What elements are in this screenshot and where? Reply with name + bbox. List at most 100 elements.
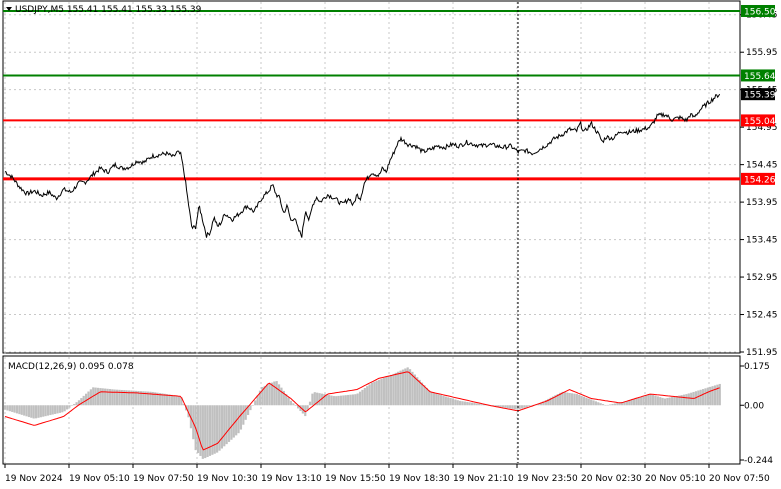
macd-bar — [297, 405, 300, 409]
macd-bar — [308, 401, 312, 406]
macd-bar — [666, 398, 669, 406]
macd-bar — [494, 405, 497, 407]
macd-bar — [413, 374, 416, 406]
macd-bar — [687, 393, 690, 406]
price-tag-bg — [741, 69, 775, 82]
x-tick-label: 20 Nov 07:50 — [709, 474, 770, 484]
macd-bar — [713, 385, 717, 406]
macd-bar — [609, 404, 612, 406]
macd-bar — [563, 392, 567, 406]
macd-bar — [556, 394, 559, 406]
y-tick-label: 153.95 — [746, 198, 778, 208]
price-tag-label: 156.50 — [744, 7, 776, 17]
macd-bar — [46, 405, 50, 416]
macd-bar — [351, 394, 355, 406]
macd-bar — [516, 405, 519, 410]
macd-bar — [149, 391, 152, 406]
macd-bar — [594, 401, 597, 406]
macd-bar — [8, 405, 11, 412]
collapse-triangle-icon[interactable] — [6, 7, 12, 11]
macd-bar — [461, 401, 464, 406]
macd-bar — [647, 394, 650, 406]
macd-bar — [177, 395, 181, 406]
price-tag-label: 154.26 — [744, 175, 776, 185]
price-tag-label: 155.39 — [744, 91, 776, 101]
macd-bar — [151, 391, 154, 406]
macd-bar — [120, 389, 123, 406]
macd-bar — [435, 393, 438, 406]
macd-bar — [680, 395, 683, 406]
macd-bar — [473, 403, 476, 406]
macd-bar — [244, 405, 247, 420]
macd-bar — [525, 405, 528, 408]
macd-bar — [604, 404, 607, 406]
macd-bar — [187, 405, 190, 418]
macd-bar — [246, 405, 250, 415]
macd-bar — [15, 405, 19, 414]
macd-bar — [478, 403, 481, 406]
x-tick-label: 19 Nov 23:50 — [517, 474, 578, 484]
macd-bar — [506, 405, 509, 409]
macd-bar — [132, 390, 135, 406]
macd-bar — [416, 377, 419, 406]
macd-bar — [537, 403, 540, 406]
macd-bar — [99, 388, 102, 406]
macd-bar — [156, 392, 159, 406]
macd-bar — [418, 379, 421, 406]
price-tag-bg — [741, 88, 775, 101]
macd-bar — [84, 393, 88, 406]
macd-bar — [213, 405, 216, 454]
macd-bar — [704, 388, 707, 406]
macd-bar — [135, 390, 138, 406]
macd-bar — [544, 400, 547, 406]
symbol-header: USDJPY,M5 155.41 155.41 155.33 155.39 — [15, 5, 202, 15]
macd-bar — [270, 382, 274, 406]
macd-bar — [716, 384, 719, 406]
x-tick-label: 19 Nov 10:30 — [197, 474, 258, 484]
macd-bar — [540, 402, 543, 406]
macd-bar — [168, 394, 171, 406]
macd-bar — [280, 387, 283, 406]
macd-bar — [37, 405, 40, 418]
macd-bar — [6, 405, 9, 411]
macd-bar — [332, 396, 335, 406]
macd-bar — [447, 397, 450, 406]
macd-bar — [380, 378, 383, 406]
macd-bar — [208, 405, 212, 456]
price-tag-bg — [741, 172, 775, 185]
grid — [4, 2, 739, 463]
macd-bar — [54, 405, 57, 414]
macd-bar — [408, 369, 412, 406]
macd-bar — [361, 389, 364, 406]
macd-bar — [299, 405, 302, 411]
macd-bar — [323, 394, 326, 406]
x-tick-label: 19 Nov 05:10 — [69, 474, 130, 484]
macd-bar — [313, 392, 316, 406]
macd-bar — [463, 401, 466, 406]
y-tick-label: 154.45 — [746, 161, 778, 171]
macd-bar — [378, 379, 381, 406]
macd-bar — [470, 402, 474, 406]
macd-tick-label: 0.00 — [744, 401, 764, 411]
macd-bar — [554, 395, 557, 406]
macd-bar — [597, 402, 600, 406]
macd-bar — [442, 395, 445, 406]
macd-bar — [561, 391, 564, 406]
macd-bar — [466, 401, 469, 406]
macd-bar — [256, 395, 259, 406]
macd-bar — [225, 405, 228, 445]
price-levels — [3, 9, 740, 181]
macd-bar — [366, 386, 369, 406]
macd-bar — [570, 393, 574, 406]
macd-bar — [347, 394, 350, 406]
macd-bar — [599, 403, 602, 406]
x-tick-label: 19 Nov 13:10 — [261, 474, 322, 484]
macd-bar — [175, 395, 178, 406]
macd-bar — [668, 397, 671, 406]
macd-bar — [601, 404, 605, 406]
macd-bar — [678, 395, 681, 406]
macd-bar — [523, 405, 526, 408]
macd-bar — [30, 405, 33, 418]
macd-bar — [216, 405, 219, 453]
macd-bar — [82, 395, 85, 406]
